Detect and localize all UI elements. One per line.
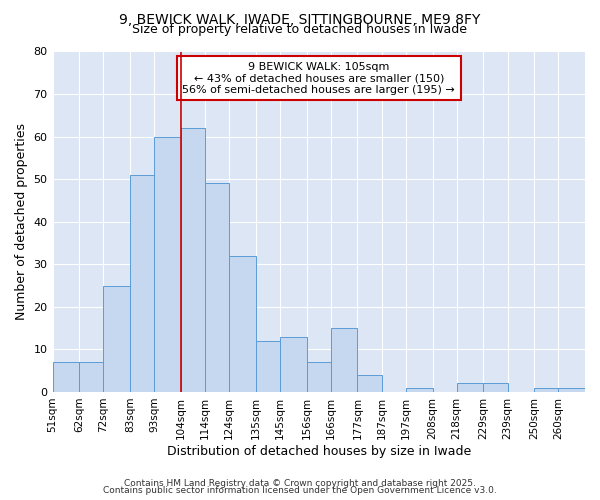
Bar xyxy=(154,136,181,392)
Text: 9 BEWICK WALK: 105sqm
← 43% of detached houses are smaller (150)
56% of semi-det: 9 BEWICK WALK: 105sqm ← 43% of detached … xyxy=(182,62,455,95)
Bar xyxy=(534,388,559,392)
Bar xyxy=(53,362,79,392)
Bar xyxy=(331,328,358,392)
Text: Contains HM Land Registry data © Crown copyright and database right 2025.: Contains HM Land Registry data © Crown c… xyxy=(124,478,476,488)
X-axis label: Distribution of detached houses by size in Iwade: Distribution of detached houses by size … xyxy=(167,444,471,458)
Bar xyxy=(181,128,205,392)
Bar xyxy=(205,184,229,392)
Bar xyxy=(559,388,585,392)
Text: Contains public sector information licensed under the Open Government Licence v3: Contains public sector information licen… xyxy=(103,486,497,495)
Text: 9, BEWICK WALK, IWADE, SITTINGBOURNE, ME9 8FY: 9, BEWICK WALK, IWADE, SITTINGBOURNE, ME… xyxy=(119,12,481,26)
Bar xyxy=(79,362,103,392)
Bar xyxy=(280,336,307,392)
Y-axis label: Number of detached properties: Number of detached properties xyxy=(15,123,28,320)
Bar xyxy=(484,384,508,392)
Bar xyxy=(358,375,382,392)
Bar xyxy=(130,175,154,392)
Bar xyxy=(307,362,331,392)
Bar xyxy=(406,388,433,392)
Bar xyxy=(229,256,256,392)
Bar xyxy=(256,341,280,392)
Bar xyxy=(457,384,484,392)
Bar xyxy=(103,286,130,392)
Text: Size of property relative to detached houses in Iwade: Size of property relative to detached ho… xyxy=(133,22,467,36)
